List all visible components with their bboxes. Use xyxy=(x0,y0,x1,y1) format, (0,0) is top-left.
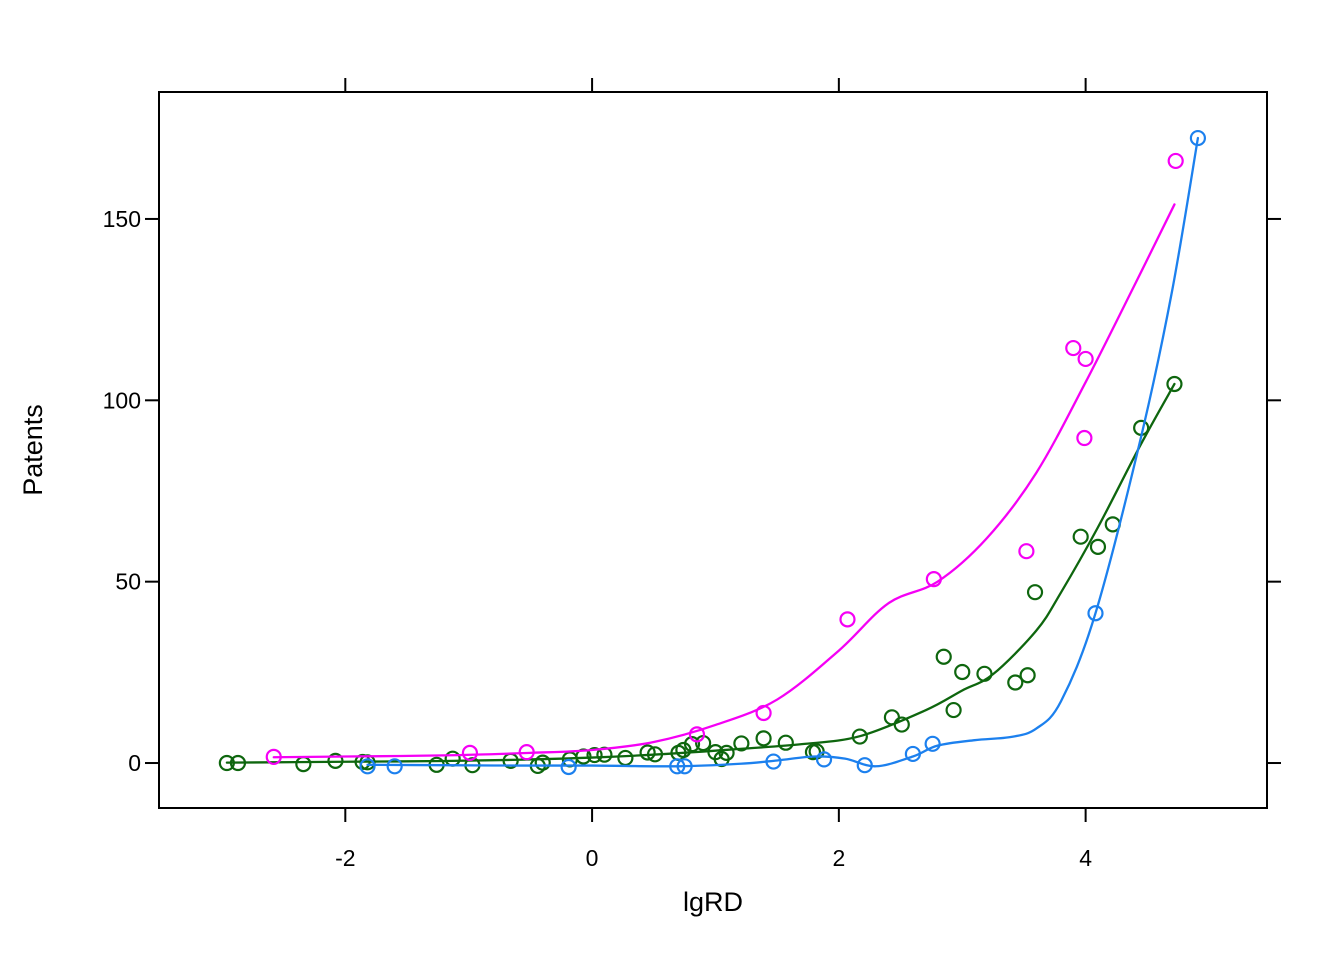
plot-frame xyxy=(158,91,1268,809)
y-axis-title: Patents xyxy=(18,404,48,496)
series-magenta-point xyxy=(1076,429,1093,447)
series-green-smooth-line xyxy=(225,382,1176,764)
x-axis-title: lgRD xyxy=(683,887,743,917)
series-blue-point xyxy=(359,758,376,775)
series-green-point xyxy=(954,663,971,681)
y-tick-label: 0 xyxy=(128,750,141,776)
series-magenta xyxy=(265,152,1184,765)
series-green-point xyxy=(534,754,551,771)
series-green-point xyxy=(976,665,993,682)
series-green-point xyxy=(945,701,962,719)
series-blue-point xyxy=(386,758,403,775)
x-tick-label: 0 xyxy=(586,845,599,871)
series-green-point xyxy=(1072,528,1089,545)
series-magenta-point xyxy=(1077,350,1094,368)
y-tick-label: 100 xyxy=(103,387,141,413)
y-tick-label: 150 xyxy=(103,206,141,232)
y-tick-label: 50 xyxy=(115,569,141,595)
series-green-point xyxy=(755,730,772,747)
series-green-point xyxy=(851,728,868,745)
series-green-point xyxy=(295,756,312,773)
series-green-point xyxy=(1166,375,1183,393)
series-green-point xyxy=(935,648,952,665)
series-green-point xyxy=(1026,584,1044,601)
series-magenta-point xyxy=(1065,339,1082,357)
series-blue-point xyxy=(560,758,577,776)
series-blue-smooth-line xyxy=(366,136,1200,768)
series-green-point xyxy=(617,749,634,767)
x-tick-label: -2 xyxy=(335,845,355,871)
series-green-point xyxy=(586,746,603,764)
series-green-point xyxy=(444,750,461,767)
x-tick-label: 2 xyxy=(832,845,845,871)
series-magenta-point xyxy=(1167,152,1184,170)
series-blue-point xyxy=(815,751,833,768)
series-magenta-point xyxy=(839,611,856,628)
data-series-layer xyxy=(218,129,1207,776)
series-green xyxy=(218,375,1183,775)
series-green-point xyxy=(639,744,656,761)
series-green-point xyxy=(1007,674,1024,691)
series-green-point xyxy=(718,744,735,761)
series-magenta-smooth-line xyxy=(272,203,1176,759)
series-green-point xyxy=(1019,667,1036,684)
series-blue-point xyxy=(1087,605,1104,622)
series-blue-point xyxy=(924,735,941,752)
series-blue xyxy=(359,129,1207,776)
series-green-point xyxy=(733,735,750,752)
axes: -2 0 2 4 0 50 100 150 xyxy=(103,78,1281,871)
series-magenta-point xyxy=(1018,543,1035,560)
series-magenta-point xyxy=(688,726,706,743)
series-green-point xyxy=(1089,538,1107,555)
x-tick-label: 4 xyxy=(1079,845,1092,871)
series-magenta-point xyxy=(461,744,479,761)
series-green-point xyxy=(777,734,794,751)
